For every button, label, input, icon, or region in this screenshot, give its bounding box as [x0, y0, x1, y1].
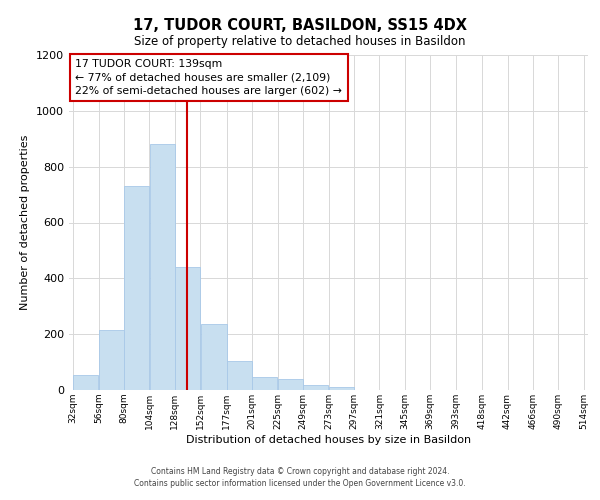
Text: 17, TUDOR COURT, BASILDON, SS15 4DX: 17, TUDOR COURT, BASILDON, SS15 4DX — [133, 18, 467, 32]
Text: Contains public sector information licensed under the Open Government Licence v3: Contains public sector information licen… — [134, 478, 466, 488]
Text: Contains HM Land Registry data © Crown copyright and database right 2024.: Contains HM Land Registry data © Crown c… — [151, 467, 449, 476]
Bar — [329, 387, 353, 390]
Bar — [150, 144, 175, 390]
Bar — [253, 376, 277, 390]
Bar — [227, 360, 252, 390]
Bar — [99, 330, 124, 390]
Bar — [124, 186, 149, 390]
Bar — [200, 324, 227, 390]
Bar — [73, 374, 98, 390]
Bar — [304, 385, 328, 390]
Y-axis label: Number of detached properties: Number of detached properties — [20, 135, 31, 310]
Text: 17 TUDOR COURT: 139sqm
← 77% of detached houses are smaller (2,109)
22% of semi-: 17 TUDOR COURT: 139sqm ← 77% of detached… — [76, 59, 342, 96]
Text: Size of property relative to detached houses in Basildon: Size of property relative to detached ho… — [134, 35, 466, 48]
Bar — [175, 267, 200, 390]
X-axis label: Distribution of detached houses by size in Basildon: Distribution of detached houses by size … — [186, 434, 471, 444]
Bar — [278, 380, 303, 390]
